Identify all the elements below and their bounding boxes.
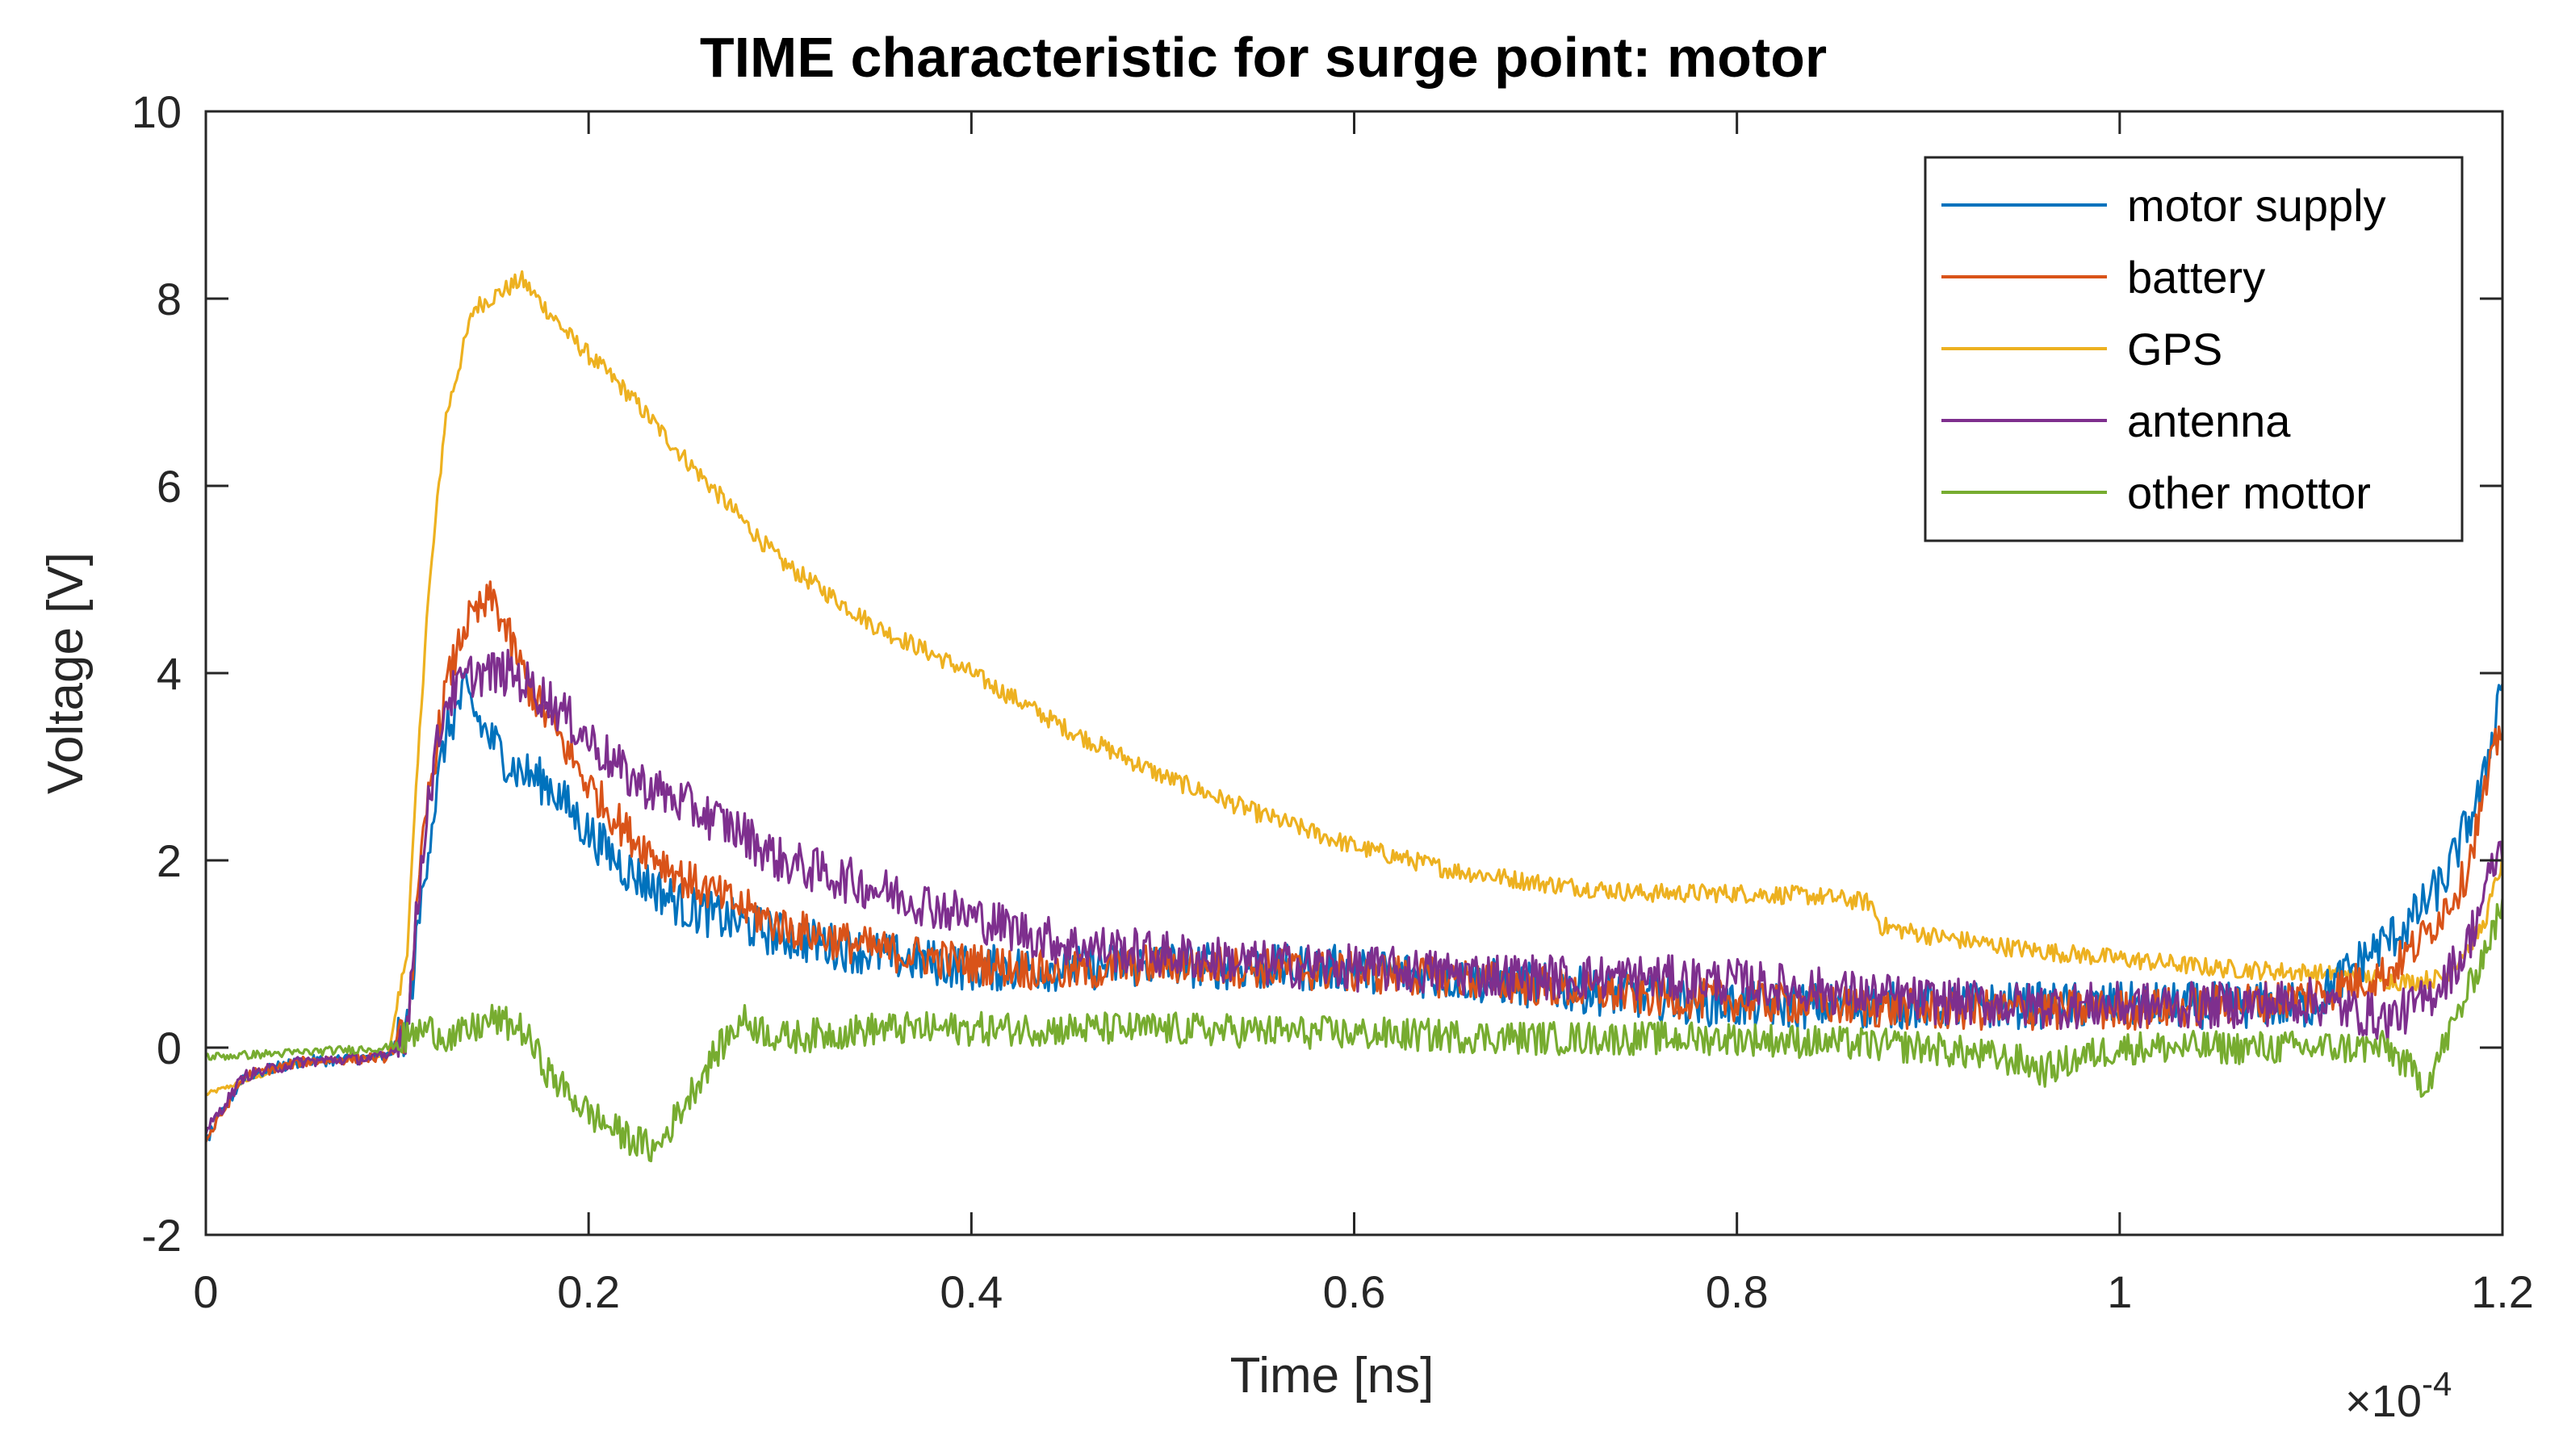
y-tick-label: 6 (157, 461, 182, 512)
y-tick-label: 2 (157, 835, 182, 886)
series-line-gps (205, 270, 2504, 1097)
x-exponent-power: -4 (2422, 1365, 2452, 1403)
legend-label: antenna (2127, 395, 2291, 446)
legend-label: other mottor (2127, 467, 2371, 518)
x-tick-label: 0 (193, 1266, 218, 1317)
legend-entries: motor supply battery GPS antenna other motto… (1941, 180, 2386, 518)
chart-title: TIME characteristic for surge point: mot… (700, 26, 1827, 89)
x-exponent-label: ×10-4 (2345, 1365, 2452, 1426)
x-tick-label: 1 (2107, 1266, 2132, 1317)
x-tick-label: 0.4 (940, 1266, 1003, 1317)
legend-label: battery (2127, 252, 2265, 303)
x-tick-label: 0.2 (557, 1266, 620, 1317)
series-line-antenna (204, 648, 2504, 1135)
y-axis-label: Voltage [V] (38, 552, 94, 794)
svg-text:×10-4: ×10-4 (2345, 1365, 2452, 1426)
series-layer (204, 270, 2504, 1163)
x-tick-label: 0.6 (1323, 1266, 1386, 1317)
y-tick-label: -2 (141, 1210, 182, 1261)
y-tick-label: 4 (157, 648, 182, 699)
y-tick-label: 10 (132, 86, 182, 137)
legend: motor supply battery GPS antenna other motto… (1924, 156, 2464, 542)
legend-label: motor supply (2127, 180, 2386, 231)
x-tick-label: 1.2 (2471, 1266, 2534, 1317)
legend-label: GPS (2127, 324, 2222, 374)
x-axis-label: Time [ns] (1230, 1348, 1434, 1404)
x-exponent-base: ×10 (2345, 1375, 2422, 1426)
x-tick-label: 0.8 (1706, 1266, 1769, 1317)
y-tick-label: 8 (157, 274, 182, 324)
series-line-other-mottor (205, 898, 2504, 1163)
y-tick-label: 0 (157, 1023, 182, 1073)
